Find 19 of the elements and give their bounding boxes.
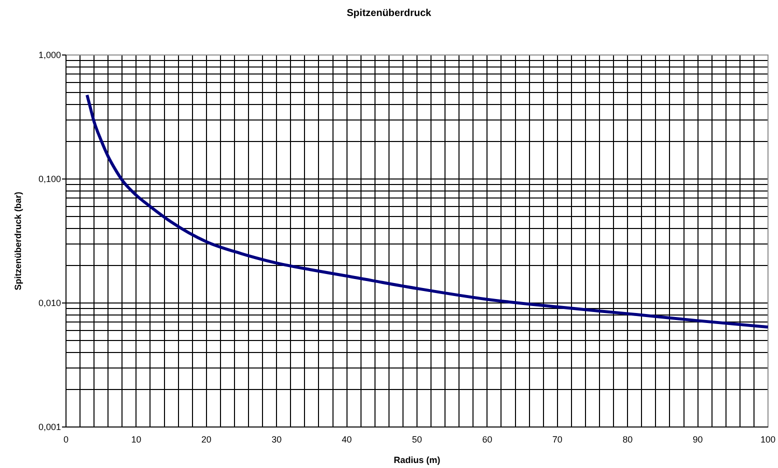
x-tick-label: 30 [272, 434, 282, 444]
x-tick-label: 20 [201, 434, 212, 444]
y-tick-label: 0,010 [38, 298, 61, 308]
x-tick-label: 10 [131, 434, 142, 444]
x-tick-label: 40 [342, 434, 352, 444]
y-tick-label: 0,100 [38, 174, 61, 184]
y-tick-label: 1,000 [38, 50, 61, 60]
chart-title: Spitzenüberdruck [346, 8, 432, 19]
x-tick-label: 50 [412, 434, 422, 444]
x-tick-label: 90 [692, 434, 703, 444]
x-axis-title: Radius (m) [394, 455, 440, 465]
x-tick-label: 0 [63, 434, 69, 444]
x-tick-label: 80 [622, 434, 633, 444]
x-tick-label: 100 [760, 434, 776, 444]
line-series [86, 93, 770, 329]
y-axis-title: Spitzenüberdruck (bar) [13, 192, 23, 290]
y-tick-label: 0,001 [38, 422, 61, 432]
x-tick-label: 70 [552, 434, 562, 444]
x-tick-label: 60 [482, 434, 492, 444]
